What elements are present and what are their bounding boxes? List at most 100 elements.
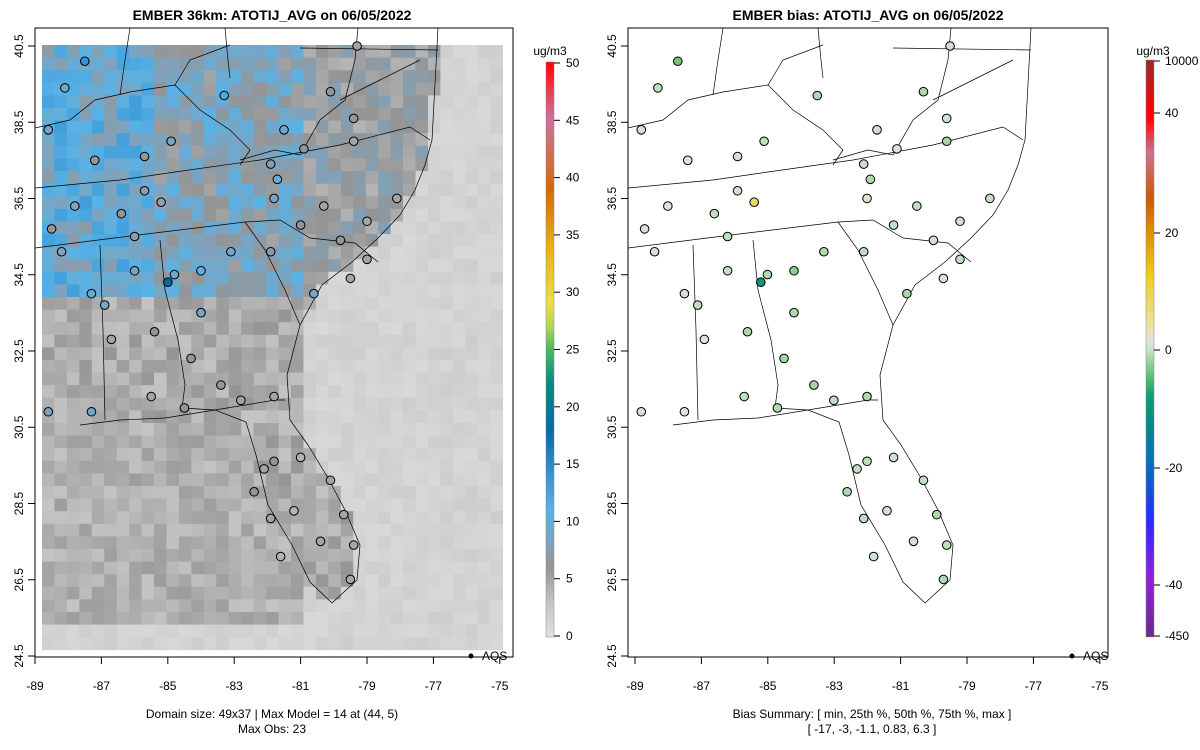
- station-marker-bias[interactable]: [759, 136, 769, 147]
- station-marker-bias[interactable]: [858, 246, 869, 257]
- station-marker-obs[interactable]: [279, 125, 289, 135]
- station-marker-obs[interactable]: [106, 334, 117, 345]
- station-marker-obs[interactable]: [325, 475, 336, 486]
- station-marker-obs[interactable]: [166, 136, 176, 147]
- station-marker-obs[interactable]: [43, 406, 54, 417]
- station-marker-obs[interactable]: [269, 456, 279, 467]
- station-marker-obs[interactable]: [179, 403, 190, 413]
- station-marker-bias[interactable]: [722, 265, 733, 276]
- station-marker-bias[interactable]: [663, 201, 673, 211]
- station-marker-bias[interactable]: [941, 113, 952, 124]
- station-marker-obs[interactable]: [295, 220, 306, 230]
- station-marker-obs[interactable]: [295, 452, 306, 463]
- station-marker-bias[interactable]: [955, 216, 965, 227]
- station-marker-obs[interactable]: [86, 288, 97, 299]
- station-marker-bias[interactable]: [858, 513, 869, 524]
- station-marker-bias[interactable]: [908, 536, 919, 547]
- station-marker-obs[interactable]: [236, 395, 246, 406]
- station-marker-obs[interactable]: [275, 551, 286, 562]
- station-marker-obs[interactable]: [89, 155, 100, 166]
- station-marker-obs[interactable]: [60, 83, 70, 93]
- station-marker-bias[interactable]: [918, 475, 929, 486]
- station-marker-obs[interactable]: [46, 224, 57, 234]
- station-marker-obs[interactable]: [348, 136, 359, 147]
- station-marker-obs[interactable]: [216, 380, 226, 390]
- station-marker-bias[interactable]: [756, 277, 766, 288]
- station-marker-obs[interactable]: [163, 277, 173, 288]
- station-marker-bias[interactable]: [862, 193, 872, 204]
- station-marker-obs[interactable]: [392, 193, 402, 204]
- station-marker-bias[interactable]: [809, 380, 819, 390]
- station-marker-bias[interactable]: [872, 125, 882, 135]
- station-marker-obs[interactable]: [146, 391, 156, 402]
- station-marker-bias[interactable]: [858, 159, 869, 169]
- station-marker-bias[interactable]: [888, 452, 899, 463]
- station-marker-bias[interactable]: [918, 86, 929, 97]
- station-marker-obs[interactable]: [226, 246, 236, 257]
- station-marker-bias[interactable]: [868, 551, 879, 562]
- station-marker-obs[interactable]: [352, 41, 362, 51]
- station-marker-obs[interactable]: [299, 144, 309, 154]
- station-marker-obs[interactable]: [116, 208, 127, 219]
- station-marker-obs[interactable]: [319, 201, 329, 211]
- station-marker-bias[interactable]: [679, 406, 690, 417]
- station-marker-obs[interactable]: [86, 406, 97, 417]
- station-marker-obs[interactable]: [362, 216, 372, 227]
- station-marker-obs[interactable]: [219, 90, 230, 101]
- station-marker-obs[interactable]: [265, 513, 276, 524]
- station-marker-obs[interactable]: [249, 486, 259, 497]
- station-marker-bias[interactable]: [862, 391, 872, 402]
- station-marker-obs[interactable]: [129, 265, 140, 276]
- station-marker-obs[interactable]: [139, 151, 150, 162]
- station-marker-bias[interactable]: [931, 509, 942, 520]
- station-marker-obs[interactable]: [362, 254, 372, 265]
- station-marker-obs[interactable]: [80, 56, 90, 67]
- station-marker-obs[interactable]: [265, 246, 276, 257]
- station-marker-obs[interactable]: [169, 269, 180, 280]
- station-marker-bias[interactable]: [852, 464, 862, 474]
- station-marker-bias[interactable]: [699, 334, 710, 345]
- station-marker-obs[interactable]: [265, 159, 276, 169]
- station-marker-bias[interactable]: [732, 151, 743, 162]
- station-marker-bias[interactable]: [938, 574, 949, 585]
- station-marker-bias[interactable]: [636, 406, 647, 417]
- station-marker-bias[interactable]: [639, 224, 650, 234]
- station-marker-bias[interactable]: [636, 125, 647, 135]
- station-marker-bias[interactable]: [955, 254, 965, 265]
- station-marker-bias[interactable]: [789, 265, 799, 276]
- station-marker-bias[interactable]: [742, 326, 753, 337]
- station-marker-bias[interactable]: [649, 246, 660, 257]
- station-marker-bias[interactable]: [749, 197, 759, 208]
- station-marker-obs[interactable]: [259, 464, 269, 474]
- station-marker-bias[interactable]: [892, 144, 902, 154]
- station-marker-obs[interactable]: [186, 353, 196, 364]
- station-marker-bias[interactable]: [682, 155, 693, 166]
- station-marker-bias[interactable]: [941, 136, 952, 147]
- station-marker-bias[interactable]: [679, 288, 690, 299]
- station-marker-obs[interactable]: [325, 86, 336, 97]
- station-marker-obs[interactable]: [129, 231, 140, 242]
- station-marker-obs[interactable]: [289, 506, 299, 516]
- station-marker-obs[interactable]: [348, 540, 359, 550]
- station-marker-obs[interactable]: [139, 185, 150, 196]
- station-marker-obs[interactable]: [269, 193, 279, 204]
- station-marker-bias[interactable]: [912, 201, 922, 211]
- station-marker-bias[interactable]: [722, 231, 733, 242]
- station-marker-obs[interactable]: [338, 509, 349, 520]
- station-marker-obs[interactable]: [43, 125, 54, 135]
- station-marker-bias[interactable]: [862, 456, 872, 467]
- station-marker-obs[interactable]: [196, 265, 206, 276]
- station-marker-bias[interactable]: [789, 307, 799, 318]
- station-marker-obs[interactable]: [149, 326, 160, 337]
- station-marker-obs[interactable]: [272, 174, 283, 185]
- station-marker-obs[interactable]: [348, 113, 359, 124]
- station-marker-bias[interactable]: [829, 395, 839, 406]
- station-marker-bias[interactable]: [762, 269, 773, 280]
- station-marker-bias[interactable]: [902, 288, 912, 299]
- station-marker-bias[interactable]: [888, 220, 899, 230]
- station-marker-bias[interactable]: [938, 273, 949, 284]
- station-marker-bias[interactable]: [653, 83, 663, 93]
- station-marker-obs[interactable]: [196, 307, 206, 318]
- station-marker-bias[interactable]: [732, 185, 743, 196]
- station-marker-bias[interactable]: [842, 486, 852, 497]
